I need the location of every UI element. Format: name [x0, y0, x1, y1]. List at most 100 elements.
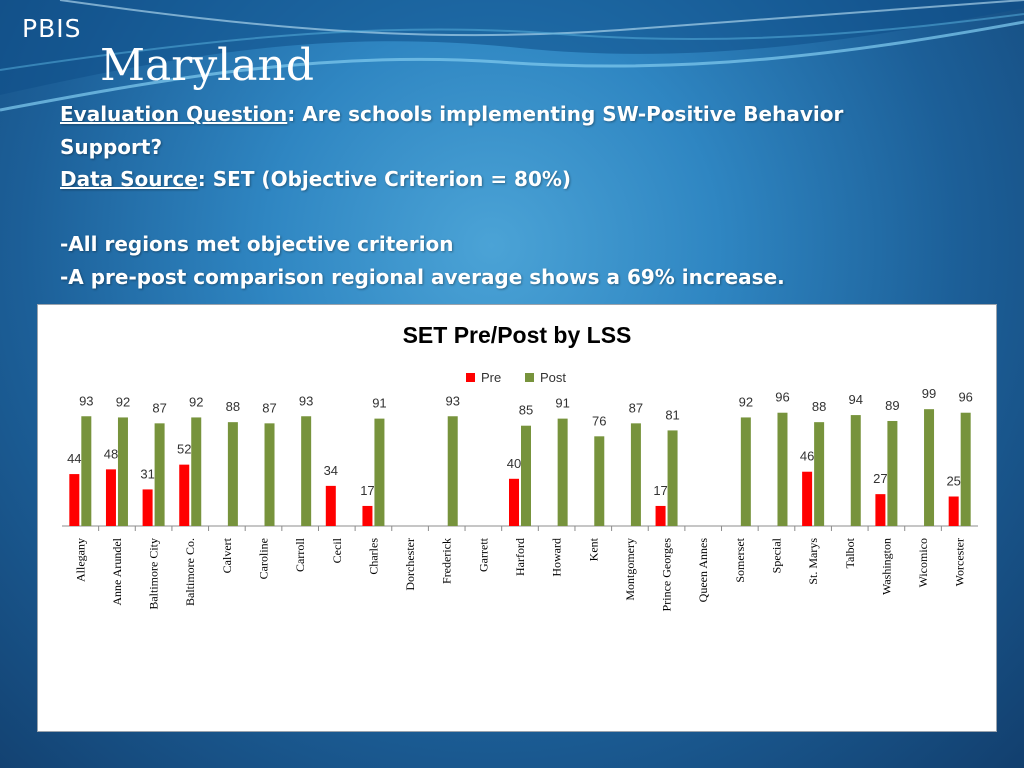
data-label: 96: [775, 390, 789, 405]
x-tick-label: Somerset: [733, 537, 747, 582]
data-label: 88: [812, 399, 826, 414]
bar-post-anne-arundel: [117, 417, 128, 526]
x-tick-label: Harford: [513, 538, 527, 576]
x-tick-label: Charles: [366, 538, 380, 575]
data-label: 92: [189, 394, 203, 409]
x-tick-label: Baltimore City: [147, 538, 161, 610]
data-label: 87: [152, 400, 166, 415]
data-label: 52: [177, 442, 191, 457]
data-label: 31: [140, 466, 154, 481]
bar-post-harford: [521, 425, 531, 526]
bar-post-somerset: [740, 417, 751, 526]
legend-label-post: Post: [540, 370, 566, 385]
legend-swatch-pre: [466, 373, 475, 382]
legend-swatch-post: [525, 373, 534, 382]
data-label: 91: [372, 396, 386, 411]
slide-body: Evaluation Question: Are schools impleme…: [60, 98, 960, 293]
finding-2: -A pre-post comparison regional average …: [60, 264, 785, 289]
x-tick-label: Kent: [586, 537, 600, 561]
finding-1: -All regions met objective criterion: [60, 232, 454, 256]
chart-title: SET Pre/Post by LSS: [403, 322, 632, 348]
data-label: 99: [922, 386, 936, 401]
bar-post-frederick: [447, 416, 458, 526]
data-label: 96: [958, 390, 972, 405]
data-label: 89: [885, 398, 899, 413]
chart-legend: Pre Post: [466, 370, 566, 385]
x-tick-label: St. Marys: [806, 538, 820, 585]
x-tick-label: Talbot: [843, 537, 857, 568]
bar-post-talbot: [850, 415, 861, 526]
data-label: 27: [873, 471, 887, 486]
bar-post-baltimore-co-: [191, 417, 202, 526]
x-tick-label: Wicomico: [916, 538, 930, 588]
x-tick-label: Baltimore Co.: [183, 538, 197, 606]
bar-pre-worcester: [948, 496, 959, 526]
header-wave-decoration: [0, 0, 1024, 112]
data-label: 91: [555, 396, 569, 411]
data-label: 48: [104, 446, 118, 461]
bar-post-caroline: [264, 423, 275, 526]
x-tick-label: Allegany: [73, 538, 87, 582]
slide-title: Maryland: [100, 40, 314, 91]
bar-post-carroll: [301, 416, 312, 526]
data-label: 34: [324, 463, 338, 478]
bar-post-allegany: [81, 416, 92, 526]
data-label: 87: [262, 400, 276, 415]
brand-label: PBIS: [22, 14, 82, 43]
data-label: 81: [665, 407, 679, 422]
source-line: Data Source: SET (Objective Criterion = …: [60, 163, 960, 196]
x-tick-label: Dorchester: [403, 538, 417, 591]
data-label: 93: [79, 393, 93, 408]
bar-post-montgomery: [630, 423, 641, 526]
data-label: 94: [849, 392, 863, 407]
plot-area: 44 93 Allegany 48 92 Anne Arundel 31 87 Baltimor…: [62, 386, 978, 611]
bar-post-st-marys: [814, 422, 825, 526]
data-label: 87: [629, 400, 643, 415]
bar-pre-baltimore-co-: [179, 464, 190, 526]
x-tick-label: Calvert: [220, 537, 234, 573]
bar-post-charles: [374, 418, 385, 526]
bar-post-washington: [887, 420, 898, 526]
legend-label-pre: Pre: [481, 370, 501, 385]
bar-post-wicomico: [924, 409, 935, 526]
bar-post-kent: [594, 436, 605, 526]
x-tick-label: Prince Georges: [660, 538, 674, 612]
x-tick-label: Washington: [879, 538, 893, 595]
bar-post-calvert: [227, 422, 238, 526]
source-label: Data Source: [60, 167, 198, 191]
data-label: 25: [946, 474, 960, 489]
x-tick-label: Frederick: [440, 538, 454, 584]
x-tick-label: Montgomery: [623, 538, 637, 601]
data-label: 93: [445, 393, 459, 408]
bar-post-special: [777, 412, 788, 526]
x-tick-label: Garrett: [476, 537, 490, 572]
x-tick-label: Cecil: [330, 537, 344, 563]
bar-post-prince-georges: [667, 430, 678, 526]
bar-post-worcester: [960, 412, 971, 526]
data-label: 44: [67, 451, 81, 466]
bar-post-howard: [557, 418, 568, 526]
bar-pre-charles: [362, 505, 373, 526]
data-label: 76: [592, 413, 606, 428]
set-pre-post-chart: SET Pre/Post by LSS Pre Post 44 93 Allegan…: [62, 322, 978, 611]
bar-post-baltimore-city: [154, 423, 165, 526]
bar-pre-baltimore-city: [142, 489, 153, 526]
x-tick-label: Carroll: [293, 537, 307, 572]
data-label: 92: [739, 394, 753, 409]
data-label: 17: [653, 483, 667, 498]
data-label: 17: [360, 483, 374, 498]
bar-pre-st-marys: [802, 471, 813, 526]
chart-panel: SET Pre/Post by LSS Pre Post 44 93 Allegan…: [37, 304, 997, 732]
bar-pre-prince-georges: [655, 505, 666, 526]
data-label: 88: [226, 399, 240, 414]
question-label: Evaluation Question: [60, 102, 288, 126]
x-tick-label: Queen Annes: [696, 538, 710, 603]
question-line-cont: Support?: [60, 134, 163, 159]
x-tick-label: Howard: [550, 538, 564, 577]
x-tick-label: Caroline: [257, 538, 271, 579]
data-label: 46: [800, 449, 814, 464]
bar-pre-washington: [875, 494, 886, 526]
x-tick-label: Anne Arundel: [110, 537, 124, 605]
data-label: 93: [299, 393, 313, 408]
x-tick-label: Special: [769, 537, 783, 573]
